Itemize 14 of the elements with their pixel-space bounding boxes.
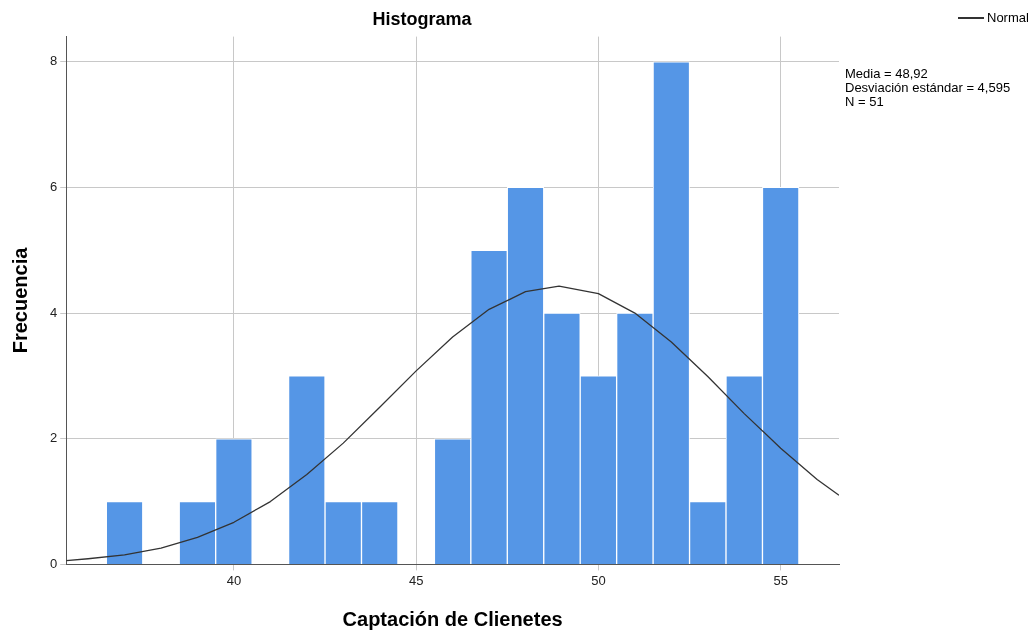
y-tick-label: 2: [50, 430, 58, 446]
legend-label: Normal: [987, 10, 1029, 25]
y-axis-title: Frecuencia: [8, 246, 31, 354]
text: Media = 48,92 Desviación estándar = 4,595 N = 51: [845, 66, 1011, 109]
y-tick-label: 8: [50, 53, 58, 69]
y-tick-label: 4: [50, 304, 58, 320]
x-tick-label: 50: [591, 572, 606, 588]
y-tick-label: 0: [50, 555, 58, 571]
y-tick-label: 6: [50, 178, 58, 194]
x-tick-label: 55: [773, 572, 788, 588]
x-tick-label: 45: [408, 572, 424, 588]
x-axis-title: Captación de Clienetes: [342, 607, 563, 630]
x-tick-label: 40: [226, 572, 242, 588]
chart-title: Histograma: [372, 8, 473, 29]
